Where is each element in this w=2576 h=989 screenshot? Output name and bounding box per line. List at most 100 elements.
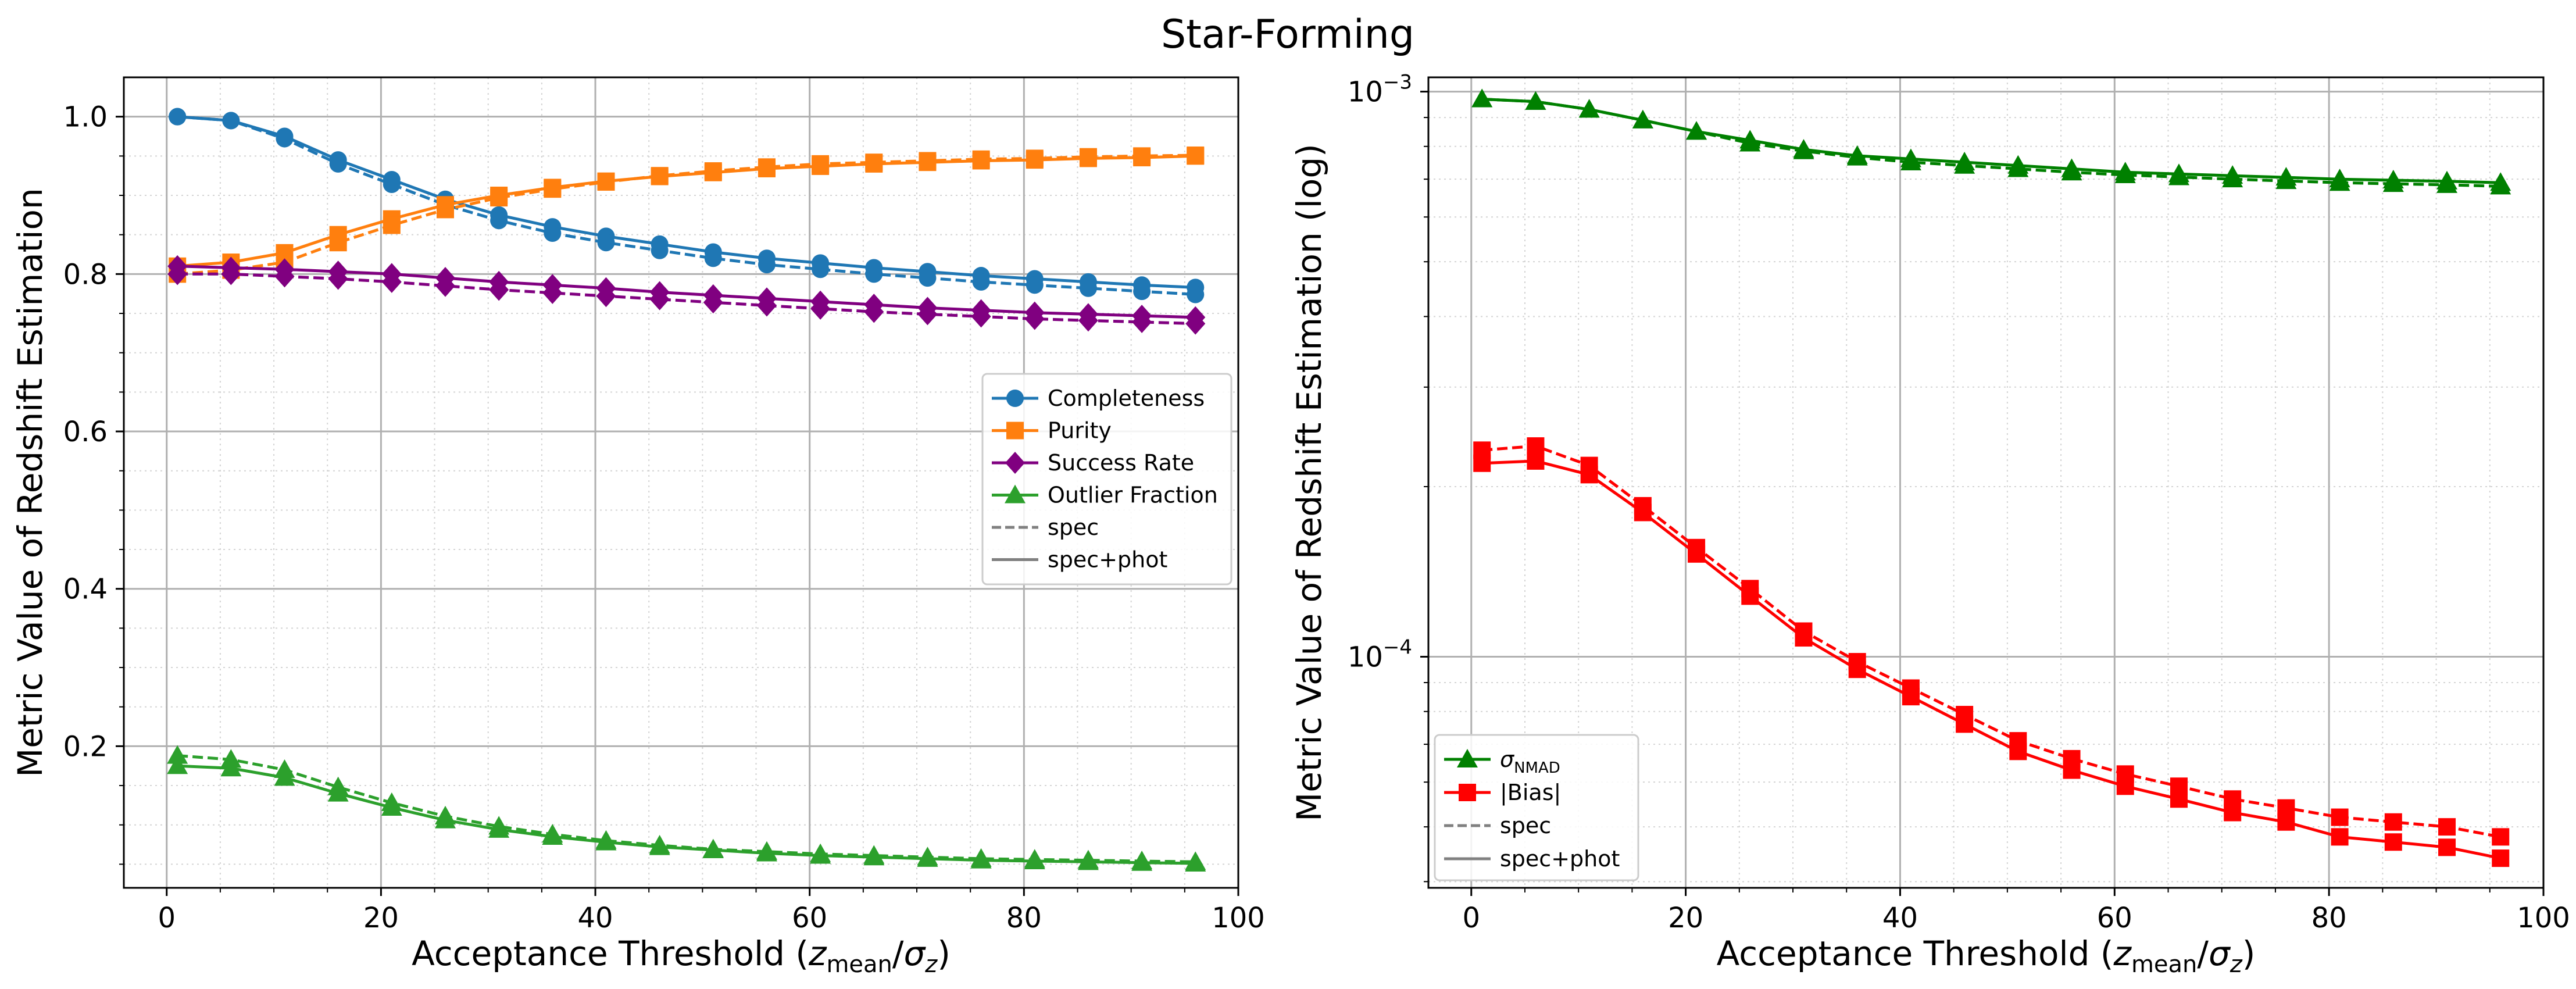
success-rate-point [435,274,455,297]
success-rate-point [756,294,777,317]
outlier-fraction-point [970,848,992,867]
nmad-point [1632,109,1653,128]
outlier-fraction-point [1024,849,1045,868]
outlier-fraction-point [1077,849,1099,869]
legend-label-text: Purity [1048,418,1112,444]
completeness-point [276,130,294,148]
nmad-point [1686,121,1707,140]
purity-point [490,189,508,207]
x-label-sub-mean: mean [2131,951,2197,978]
purity-point [329,234,347,252]
x-label-sub-z: z [2230,951,2243,978]
x-label-z: z [2113,934,2132,973]
legend-marker [1457,749,1478,767]
nmad-point [2168,166,2189,185]
success-rate-point [703,291,723,314]
legend-label: spec+phot [1500,846,1620,872]
outlier-fraction-point [381,792,402,811]
outlier-fraction-point [1185,851,1206,870]
completeness-specphot-line [177,115,1196,289]
left-panel: 0 20 40 60 80 100 0.2 0.4 0.6 0.8 1.0 Acceptance Th… [10,76,1265,978]
legend-marker [1006,422,1024,440]
legend-label: spec [1048,515,1099,540]
x-tick-label: 40 [1882,902,1918,934]
nmad-point [1900,152,1921,171]
x-label-close: ) [2242,934,2256,973]
nmad-point [1739,133,1761,152]
bias-point [1634,497,1652,515]
legend-label: σNMAD [1500,747,1560,777]
outlier-fraction-point [327,776,349,795]
purity-point [1026,149,1044,167]
outlier-fraction-point [167,755,188,774]
completeness-point [544,224,562,242]
purity-point [383,216,401,234]
legend-label-text: σ [1500,747,1515,772]
y-tick-exponent: −3 [1383,71,1412,94]
purity-point [972,150,990,168]
nmad-point [2329,172,2350,191]
legend-box [981,373,1232,585]
outlier-fraction-point [702,838,724,858]
purity-spec-line [177,153,1196,276]
completeness-point [651,241,669,259]
bias-spec-line [1482,444,2501,838]
completeness-spec-line [177,115,1196,296]
bias-point [1956,706,1974,724]
x-axis-label: Acceptance Threshold (zmean/σz) [1717,934,2256,978]
outlier-fraction-point [167,745,188,764]
legend-label-text: spec [1048,515,1099,540]
nmad-point [2222,169,2243,188]
outlier-fraction-point [1131,850,1153,869]
success-rate-point [1024,308,1045,330]
success-rate-point [167,263,188,285]
outlier-fraction-point [274,759,295,778]
legend-marker [1459,784,1476,801]
nmad-point [1954,155,1975,174]
nmad-point [1471,88,1493,108]
x-tick-label: 60 [792,902,827,934]
outlier-fraction-specphot-line [177,764,1196,865]
legend-label: spec+phot [1048,547,1167,573]
x-ticks: 0 20 40 60 80 100 [158,888,1265,934]
success-rate-point [596,285,616,308]
outlier-fraction-point [220,749,242,768]
legend-label: Success Rate [1048,450,1194,476]
completeness-point [383,176,401,194]
x-tick-label: 40 [577,902,613,934]
purity-point [544,180,562,198]
nmad-point [2436,174,2458,193]
completeness-point [972,273,990,291]
bias-point [2331,828,2349,846]
completeness-point [1133,283,1151,301]
bias-point [2224,790,2242,808]
bias-point [1688,538,1706,556]
bias-point [1527,437,1545,455]
nmad-point [2114,164,2136,183]
y-ticks: 0.2 0.4 0.6 0.8 1.0 [63,101,124,865]
purity-point [865,153,883,172]
x-label-text: Acceptance Threshold ( [1717,934,2114,973]
outlier-fraction-point [756,841,777,860]
success-rate-point [328,267,348,290]
success-rate-point [917,303,938,326]
success-rate-point [649,288,670,310]
bias-point [2331,808,2349,826]
bias-point [2438,838,2456,856]
y-ticks: 10−4 10−3 [1348,71,1428,883]
bias-point [1795,622,1813,640]
x-tick-label: 100 [1212,902,1265,934]
completeness-point [597,234,615,252]
nmad-point [2007,158,2029,177]
y-tick-label: 10−4 [1348,636,1412,674]
x-label-sub-mean: mean [826,951,892,978]
success-rate-point [1185,312,1206,335]
outlier-fraction-point [863,845,885,864]
purity-point [1079,148,1097,166]
purity-point [597,173,615,191]
bias-point [1741,580,1759,598]
y-tick-label: 10−3 [1348,71,1412,109]
bias-point [2384,833,2402,851]
x-label-z: z [808,934,827,973]
nmad-specphot-line [1482,98,2501,184]
